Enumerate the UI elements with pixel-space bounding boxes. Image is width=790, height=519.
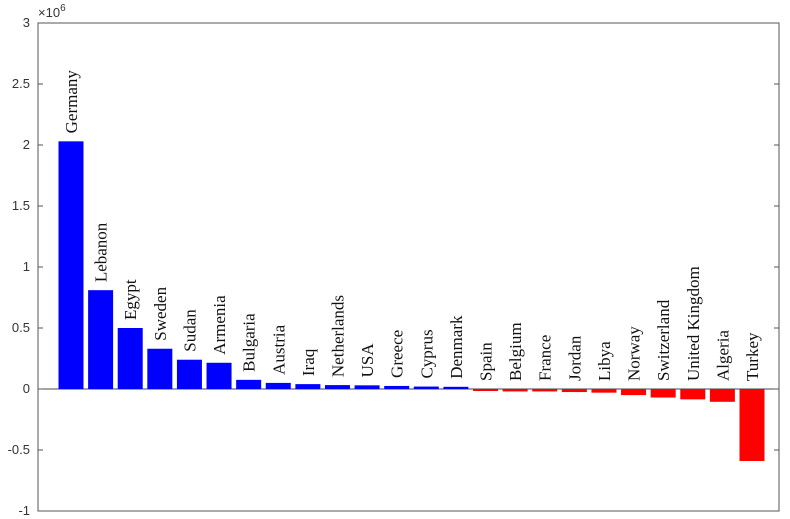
- bar-label: Turkey: [743, 332, 762, 381]
- y-tick-label: 2.5: [12, 76, 30, 91]
- bar: [709, 389, 735, 402]
- bar-label: Switzerland: [654, 299, 673, 381]
- bar: [502, 389, 528, 392]
- bar-label: Belgium: [506, 322, 525, 381]
- bar-label: Armenia: [210, 295, 229, 355]
- bar-labels: Germany Lebanon Egypt Sweden Sudan Armenia Bul…: [62, 70, 762, 381]
- bar-label: Algeria: [713, 330, 732, 381]
- bar-label: Greece: [388, 330, 407, 378]
- bar-label: Austria: [269, 324, 288, 375]
- y-axis-exponent: ×106: [38, 3, 66, 20]
- exponent-power: 6: [60, 3, 66, 14]
- bar-label: Norway: [625, 326, 644, 381]
- bar: [413, 386, 439, 389]
- bar-label: Netherlands: [328, 295, 347, 377]
- bar: [88, 290, 114, 389]
- plot-frame: [37, 22, 780, 512]
- bar: [443, 386, 469, 389]
- bar: [650, 389, 676, 398]
- y-tick-label: 2: [23, 137, 30, 152]
- bar: [206, 362, 232, 389]
- bar-label: Cyprus: [417, 329, 436, 378]
- y-tick-label: 0: [23, 381, 30, 396]
- y-tick-label: 1.5: [12, 198, 30, 213]
- bar: [384, 385, 410, 389]
- bar-label: Sweden: [151, 286, 170, 340]
- bar-label: Jordan: [565, 335, 584, 381]
- bar-label: Sudan: [180, 309, 199, 352]
- y-tick-label: 1: [23, 259, 30, 274]
- bar: [591, 389, 617, 393]
- bar: [561, 389, 587, 393]
- y-tick-label: 3: [23, 15, 30, 30]
- bar: [117, 328, 143, 389]
- bar-label: France: [536, 335, 555, 381]
- y-tick-label: -1: [18, 503, 30, 518]
- bar-label: Germany: [62, 70, 81, 134]
- bar: [680, 389, 706, 400]
- bar-label: Denmark: [447, 315, 466, 379]
- bar: [265, 382, 291, 389]
- bar: [147, 348, 173, 389]
- y-tick-label: 0.5: [12, 320, 30, 335]
- y-tick-label: -0.5: [8, 442, 30, 457]
- bar-label: Lebanon: [92, 222, 111, 282]
- bar: [354, 385, 380, 389]
- bar: [58, 141, 84, 389]
- bar: [176, 359, 202, 389]
- bar: [532, 389, 558, 392]
- bar-label: Iraq: [299, 348, 318, 376]
- y-axis: -1 -0.5 0 0.5 1 1.5 2 2.5 3: [8, 15, 779, 518]
- bar-label: United Kingdom: [684, 266, 703, 381]
- bar: [324, 385, 350, 389]
- bars: [58, 141, 765, 461]
- bar: [295, 384, 321, 389]
- axes-box: [37, 22, 780, 512]
- bar-label: Bulgaria: [240, 313, 259, 372]
- bar-label: Libya: [595, 341, 614, 381]
- bar: [473, 389, 499, 391]
- exponent-base: ×10: [38, 5, 60, 20]
- bar: [236, 379, 262, 389]
- bar-label: Egypt: [121, 279, 140, 320]
- bar-label: USA: [358, 343, 377, 378]
- bar-label: Spain: [477, 342, 496, 381]
- bar: [621, 389, 647, 396]
- bar: [739, 389, 765, 461]
